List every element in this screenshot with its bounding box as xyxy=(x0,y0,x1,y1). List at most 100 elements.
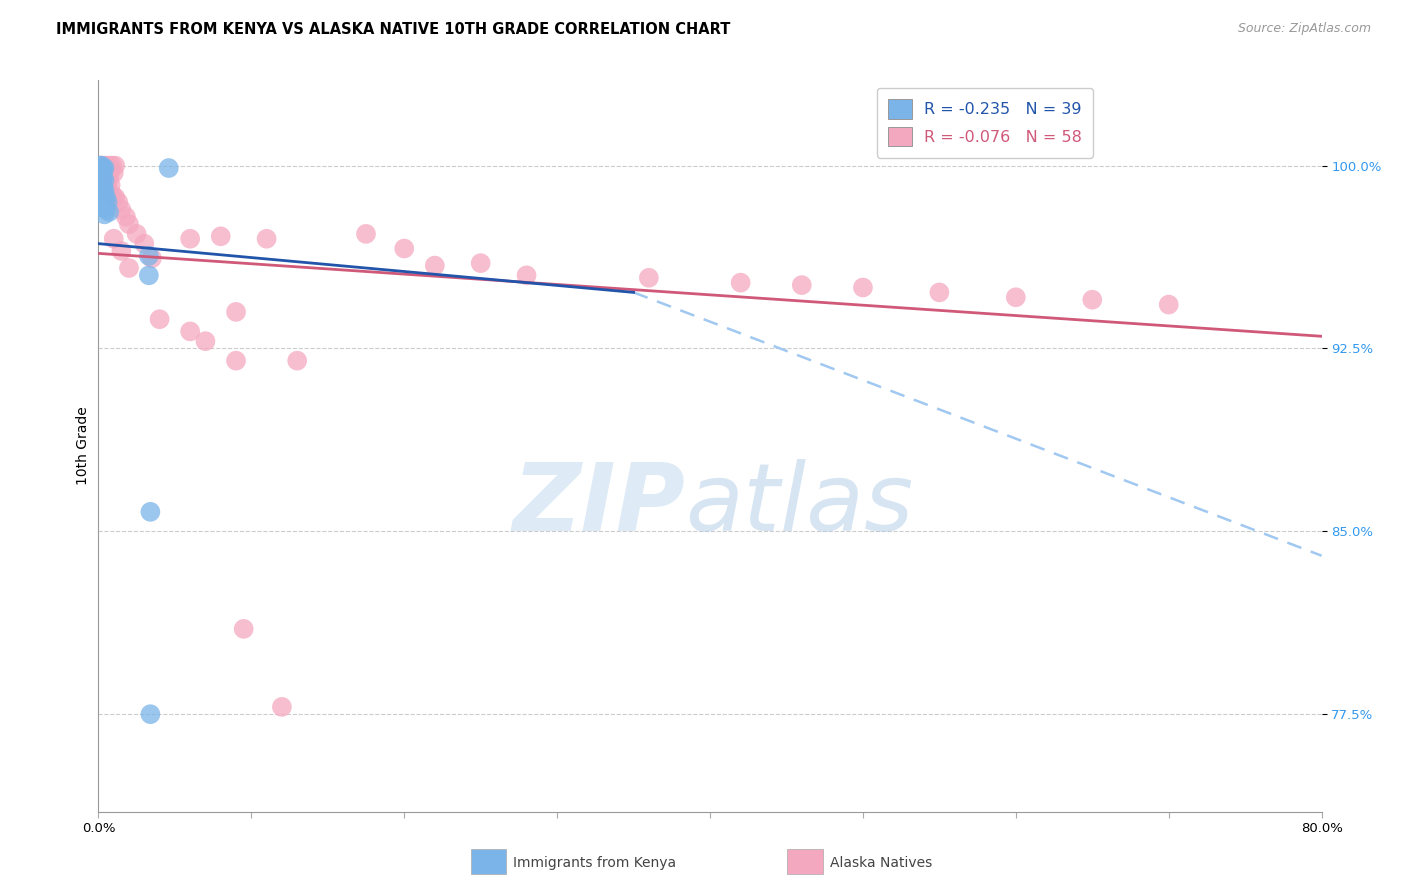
Immigrants from Kenya xyxy=(138,268,160,283)
Immigrants from Kenya xyxy=(93,173,115,187)
Alaska Natives xyxy=(209,229,232,244)
Text: IMMIGRANTS FROM KENYA VS ALASKA NATIVE 10TH GRADE CORRELATION CHART: IMMIGRANTS FROM KENYA VS ALASKA NATIVE 1… xyxy=(56,22,731,37)
Alaska Natives xyxy=(225,353,247,368)
Alaska Natives xyxy=(285,353,308,368)
Immigrants from Kenya xyxy=(90,170,112,185)
Text: atlas: atlas xyxy=(686,459,914,550)
Alaska Natives xyxy=(194,334,217,348)
Immigrants from Kenya xyxy=(91,200,114,214)
Immigrants from Kenya xyxy=(91,183,114,197)
Legend: R = -0.235   N = 39, R = -0.076   N = 58: R = -0.235 N = 39, R = -0.076 N = 58 xyxy=(876,88,1094,158)
Alaska Natives xyxy=(90,176,112,190)
Alaska Natives xyxy=(179,325,201,339)
Alaska Natives xyxy=(101,159,124,173)
Alaska Natives xyxy=(852,280,875,294)
Immigrants from Kenya xyxy=(98,205,121,219)
Alaska Natives xyxy=(423,259,446,273)
Alaska Natives xyxy=(270,699,292,714)
Alaska Natives xyxy=(1004,290,1026,304)
Alaska Natives xyxy=(225,305,247,319)
Alaska Natives xyxy=(103,166,125,180)
Alaska Natives xyxy=(90,161,112,175)
Alaska Natives xyxy=(104,159,127,173)
Alaska Natives xyxy=(470,256,492,270)
Immigrants from Kenya xyxy=(91,187,114,202)
Immigrants from Kenya xyxy=(90,180,112,194)
Alaska Natives xyxy=(928,285,950,300)
Immigrants from Kenya xyxy=(89,159,111,173)
Immigrants from Kenya xyxy=(90,176,112,190)
Immigrants from Kenya xyxy=(89,180,111,194)
Alaska Natives xyxy=(179,232,201,246)
Immigrants from Kenya xyxy=(93,207,115,221)
Alaska Natives xyxy=(118,260,141,275)
Alaska Natives xyxy=(91,180,114,194)
Alaska Natives xyxy=(118,217,141,231)
Immigrants from Kenya xyxy=(89,169,111,183)
Immigrants from Kenya xyxy=(90,186,112,200)
Alaska Natives xyxy=(98,186,121,200)
Alaska Natives xyxy=(89,159,111,173)
Immigrants from Kenya xyxy=(89,166,111,180)
Alaska Natives xyxy=(91,159,114,173)
Alaska Natives xyxy=(125,227,148,241)
Alaska Natives xyxy=(141,252,163,266)
Immigrants from Kenya xyxy=(91,178,114,193)
Alaska Natives xyxy=(89,170,111,185)
Alaska Natives xyxy=(97,176,120,190)
Text: Alaska Natives: Alaska Natives xyxy=(830,856,932,871)
Immigrants from Kenya xyxy=(89,173,111,187)
Immigrants from Kenya xyxy=(90,197,112,211)
Immigrants from Kenya xyxy=(94,190,117,204)
Text: Source: ZipAtlas.com: Source: ZipAtlas.com xyxy=(1237,22,1371,36)
Alaska Natives xyxy=(392,242,416,256)
Alaska Natives xyxy=(516,268,538,283)
Alaska Natives xyxy=(110,202,132,217)
Alaska Natives xyxy=(256,232,278,246)
Immigrants from Kenya xyxy=(90,169,112,183)
Immigrants from Kenya xyxy=(89,193,111,207)
Immigrants from Kenya xyxy=(90,190,112,204)
Alaska Natives xyxy=(100,163,122,178)
Alaska Natives xyxy=(91,166,114,180)
Alaska Natives xyxy=(107,195,129,210)
Alaska Natives xyxy=(93,161,115,175)
Alaska Natives xyxy=(354,227,377,241)
Alaska Natives xyxy=(93,173,115,187)
Alaska Natives xyxy=(94,159,117,173)
Y-axis label: 10th Grade: 10th Grade xyxy=(76,407,90,485)
Alaska Natives xyxy=(232,622,254,636)
Alaska Natives xyxy=(100,178,122,193)
Immigrants from Kenya xyxy=(93,161,115,175)
Alaska Natives xyxy=(637,270,661,285)
Alaska Natives xyxy=(98,159,121,173)
Immigrants from Kenya xyxy=(91,170,114,185)
Alaska Natives xyxy=(730,276,752,290)
Immigrants from Kenya xyxy=(90,159,112,173)
Alaska Natives xyxy=(94,169,117,183)
Immigrants from Kenya xyxy=(93,183,115,197)
Immigrants from Kenya xyxy=(94,202,117,217)
Alaska Natives xyxy=(97,163,120,178)
Text: ZIP: ZIP xyxy=(513,458,686,550)
Alaska Natives xyxy=(103,232,125,246)
Alaska Natives xyxy=(104,190,127,204)
Alaska Natives xyxy=(149,312,172,326)
Text: Immigrants from Kenya: Immigrants from Kenya xyxy=(513,856,676,871)
Alaska Natives xyxy=(1157,297,1180,311)
Immigrants from Kenya xyxy=(91,161,114,175)
Immigrants from Kenya xyxy=(89,163,111,178)
Immigrants from Kenya xyxy=(139,505,162,519)
Alaska Natives xyxy=(115,210,138,224)
Immigrants from Kenya xyxy=(157,161,180,175)
Alaska Natives xyxy=(1081,293,1104,307)
Immigrants from Kenya xyxy=(89,186,111,200)
Immigrants from Kenya xyxy=(138,249,160,263)
Immigrants from Kenya xyxy=(89,178,111,193)
Alaska Natives xyxy=(101,187,124,202)
Immigrants from Kenya xyxy=(90,163,112,178)
Immigrants from Kenya xyxy=(93,193,115,207)
Alaska Natives xyxy=(134,236,156,251)
Alaska Natives xyxy=(94,183,117,197)
Alaska Natives xyxy=(98,170,121,185)
